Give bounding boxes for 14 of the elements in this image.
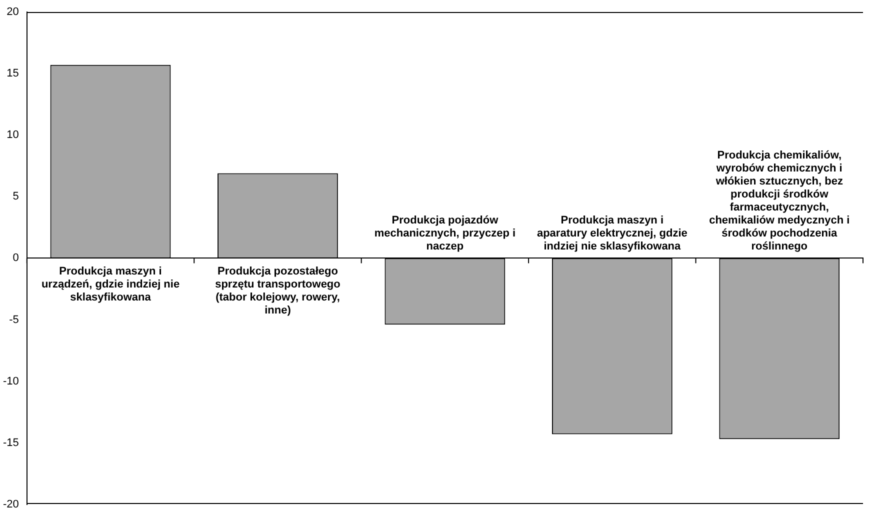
x-tick-label: Produkcja maszyn i aparatury elektrycznej, gdzie indziej nie sklasyfikowana (536, 214, 688, 253)
y-tick-label: 10 (6, 129, 19, 142)
y-tick-label: -5 (9, 314, 19, 326)
x-tick-label: Produkcja maszyn i urządzeń, gdzie indziej nie sklasyfikowana (41, 266, 180, 304)
y-tick-label: 20 (6, 6, 19, 18)
x-tick-label: Produkcja pozostałego sprzętu transportowego (tabor kolejowy, rowery, inne) (215, 266, 341, 317)
x-tick-label: Produkcja pojazdów mechanicznych, przyczep i naczep (374, 214, 516, 253)
y-tick-label: -10 (2, 375, 19, 388)
y-tick-label: -15 (2, 436, 19, 449)
x-tick-label: Produkcja chemikaliów, wyrobów chemicznych i włókien sztucznych, bez produkcji środków farmaceutycznych, chemikaliów medycznych i środków pochodzenia roślinnego (709, 150, 850, 253)
y-tick-label: 0 (12, 252, 19, 264)
y-tick-label: 15 (6, 68, 19, 80)
y-tick-label: -20 (2, 498, 19, 510)
y-tick-label: 5 (12, 190, 19, 203)
